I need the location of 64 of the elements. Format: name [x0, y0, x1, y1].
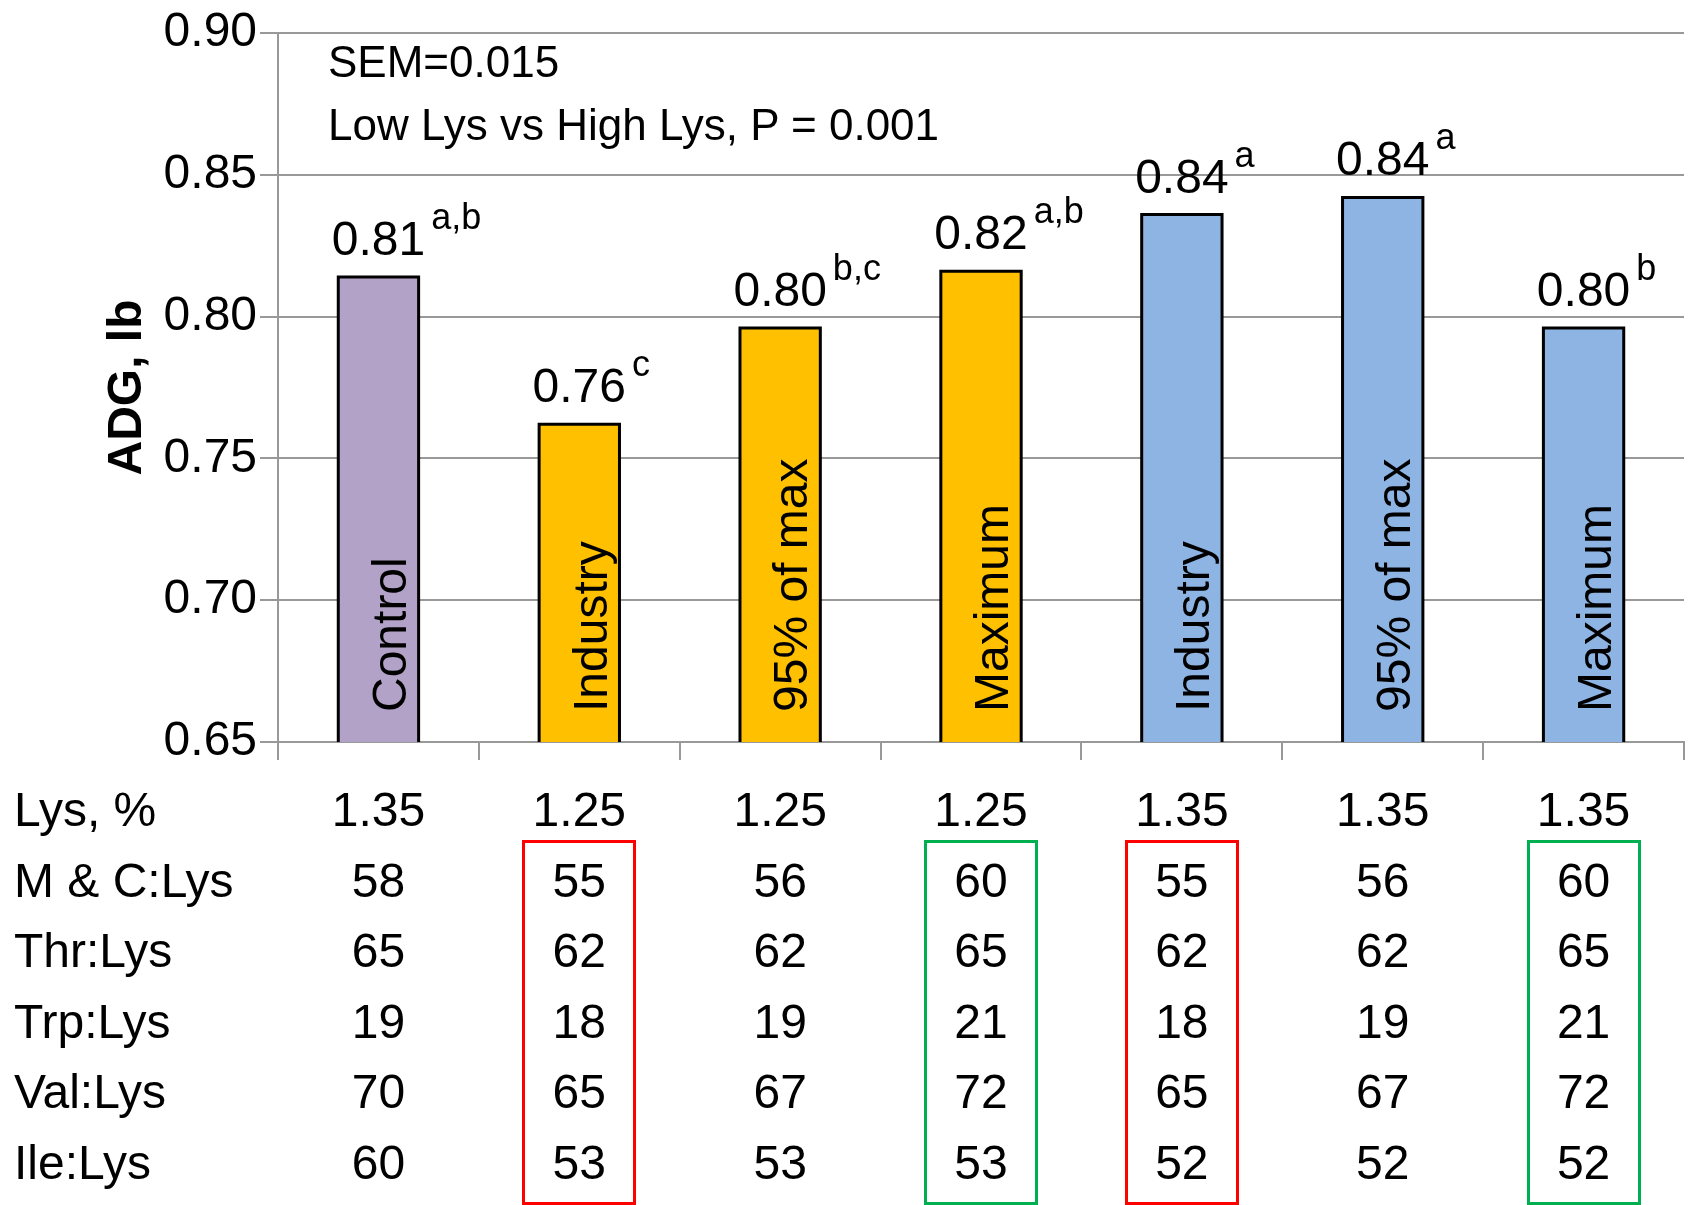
annotation: Low Lys vs High Lys, P = 0.001 [328, 100, 940, 150]
text: Ile:Lys [14, 1135, 151, 1189]
text: 65 [552, 1065, 606, 1119]
text: 70 [351, 1065, 406, 1119]
text: 56 [1356, 853, 1410, 907]
text: 21 [954, 994, 1008, 1048]
text: 58 [351, 853, 406, 907]
text: Val:Lys [14, 1065, 167, 1119]
y-tick-label: 0.85 [163, 145, 258, 199]
y-tick-label: 0.70 [163, 570, 258, 624]
text: 52 [1356, 1135, 1410, 1189]
text: 72 [1556, 1065, 1611, 1119]
text: 19 [753, 994, 807, 1048]
text: 18 [1155, 994, 1209, 1048]
x-tick-label: Control [362, 557, 416, 712]
x-tick-label: Maximum [965, 503, 1019, 712]
text: M & C:Lys [14, 853, 234, 907]
text: 1.35 [1336, 783, 1430, 837]
x-tick-label: Industry [563, 541, 617, 712]
text: 65 [1155, 1065, 1209, 1119]
text: 60 [954, 853, 1008, 907]
y-tick-label: 0.75 [163, 428, 258, 482]
text: 65 [351, 924, 406, 978]
text: 52 [1155, 1135, 1209, 1189]
text: 67 [753, 1065, 807, 1119]
text: 1.35 [331, 783, 426, 837]
text: 21 [1556, 994, 1611, 1048]
x-tick-label: 95% of max [764, 458, 818, 712]
text: 65 [954, 924, 1008, 978]
y-tick-label: 0.65 [163, 712, 258, 766]
text: 19 [1356, 994, 1410, 1048]
text: 52 [1556, 1135, 1611, 1189]
text: 1.25 [733, 783, 827, 837]
text: 60 [351, 1135, 406, 1189]
text: 55 [552, 853, 606, 907]
text: 53 [954, 1135, 1008, 1189]
y-tick-label: 0.90 [163, 3, 258, 57]
y-axis-title: ADG, lb [98, 299, 152, 476]
text: 1.25 [532, 783, 627, 837]
text: 72 [954, 1065, 1008, 1119]
x-tick-label: Maximum [1567, 503, 1621, 712]
text: Lys, % [14, 783, 157, 837]
text: Thr:Lys [14, 924, 173, 978]
text: 1.35 [1135, 783, 1229, 837]
text: 1.25 [934, 783, 1028, 837]
text: Trp:Lys [14, 994, 171, 1048]
annotation: SEM=0.015 [328, 37, 560, 87]
text: 62 [1155, 924, 1209, 978]
text: 55 [1155, 853, 1209, 907]
text: 18 [552, 994, 606, 1048]
y-tick-label: 0.80 [163, 286, 258, 340]
text: 53 [753, 1135, 807, 1189]
x-tick-label: Industry [1166, 541, 1220, 712]
text: 19 [351, 994, 406, 1048]
text: 53 [552, 1135, 606, 1189]
text: 1.35 [1536, 783, 1631, 837]
text: 60 [1556, 853, 1611, 907]
text: 62 [552, 924, 606, 978]
text: 56 [753, 853, 807, 907]
text: 65 [1556, 924, 1611, 978]
text: 62 [753, 924, 807, 978]
text: 67 [1356, 1065, 1410, 1119]
x-tick-label: 95% of max [1366, 458, 1420, 712]
text: 62 [1356, 924, 1410, 978]
